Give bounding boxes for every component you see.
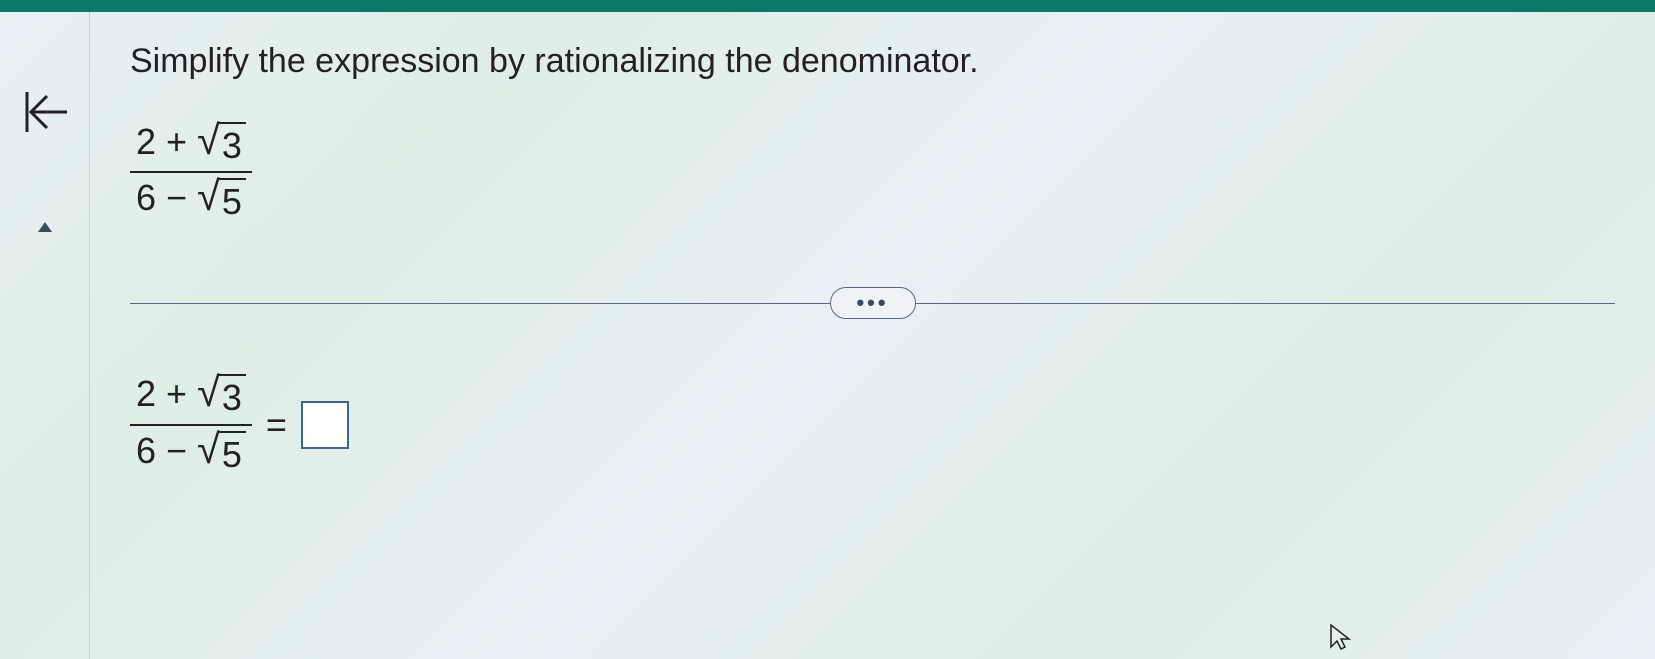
- question-prompt: Simplify the expression by rationalizing…: [130, 42, 1615, 81]
- collapse-button[interactable]: [30, 212, 60, 242]
- given-expression: 2 + √ 3 6 − √ 5: [130, 121, 252, 223]
- answer-input[interactable]: [301, 401, 349, 449]
- left-rail: [0, 12, 90, 659]
- back-button[interactable]: [15, 82, 75, 142]
- answer-fraction: 2 + √ 3 6 − √ 5: [130, 373, 252, 475]
- den-radicand: 5: [218, 178, 246, 223]
- num-op: +: [166, 121, 187, 162]
- sqrt-icon: √ 3: [197, 374, 246, 419]
- den-a: 6: [136, 177, 156, 218]
- den-op: −: [166, 177, 187, 218]
- sqrt-icon: √ 3: [197, 122, 246, 167]
- cursor-icon: [1327, 623, 1355, 651]
- more-icon: •••: [856, 290, 888, 316]
- num-radicand: 3: [218, 122, 246, 167]
- answer-denominator: 6 − √ 5: [130, 424, 252, 476]
- more-button[interactable]: •••: [830, 287, 916, 319]
- caret-up-icon: [36, 218, 54, 236]
- sqrt-icon: √ 5: [197, 431, 246, 476]
- numerator: 2 + √ 3: [130, 121, 252, 171]
- answer-numerator: 2 + √ 3: [130, 373, 252, 423]
- fraction: 2 + √ 3 6 − √ 5: [130, 121, 252, 223]
- back-arrow-icon: [21, 88, 69, 136]
- equals-sign: =: [266, 404, 287, 446]
- answer-row: 2 + √ 3 6 − √ 5 =: [130, 373, 1615, 475]
- num-a: 2: [136, 121, 156, 162]
- sqrt-icon: √ 5: [197, 178, 246, 223]
- denominator: 6 − √ 5: [130, 171, 252, 223]
- window-top-bar: [0, 0, 1655, 12]
- question-panel: Simplify the expression by rationalizing…: [90, 12, 1655, 659]
- section-divider: •••: [130, 283, 1615, 323]
